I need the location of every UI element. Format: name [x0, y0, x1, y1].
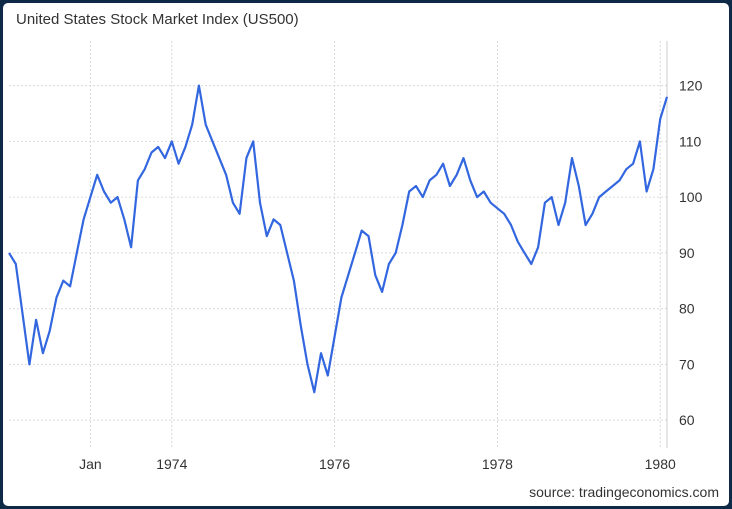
chart-panel: United States Stock Market Index (US500)…: [3, 3, 729, 506]
x-tick-label: 1974: [156, 456, 187, 472]
y-tick-label: 100: [679, 189, 703, 205]
series-line: [8, 84, 669, 394]
chart-title: United States Stock Market Index (US500): [16, 11, 299, 28]
source-credit: source: tradingeconomics.com: [529, 484, 719, 500]
y-axis: 60 70 80 90 100 110 120: [666, 41, 703, 448]
y-tick-label: 120: [679, 78, 703, 94]
y-tick-label: 70: [679, 356, 695, 372]
x-tick-label: Jan: [79, 456, 102, 472]
x-tick-label: 1980: [645, 456, 676, 472]
line-chart: Jan 1974 1976 1978 1980 60 70 80 90 100 110 120: [8, 41, 703, 472]
grid: [9, 41, 667, 448]
y-tick-label: 60: [679, 412, 695, 428]
y-tick-label: 80: [679, 301, 695, 317]
x-tick-label: 1978: [482, 456, 513, 472]
x-axis: Jan 1974 1976 1978 1980: [79, 456, 676, 472]
x-tick-label: 1976: [319, 456, 350, 472]
y-tick-label: 110: [679, 133, 702, 149]
y-tick-label: 90: [679, 245, 695, 261]
